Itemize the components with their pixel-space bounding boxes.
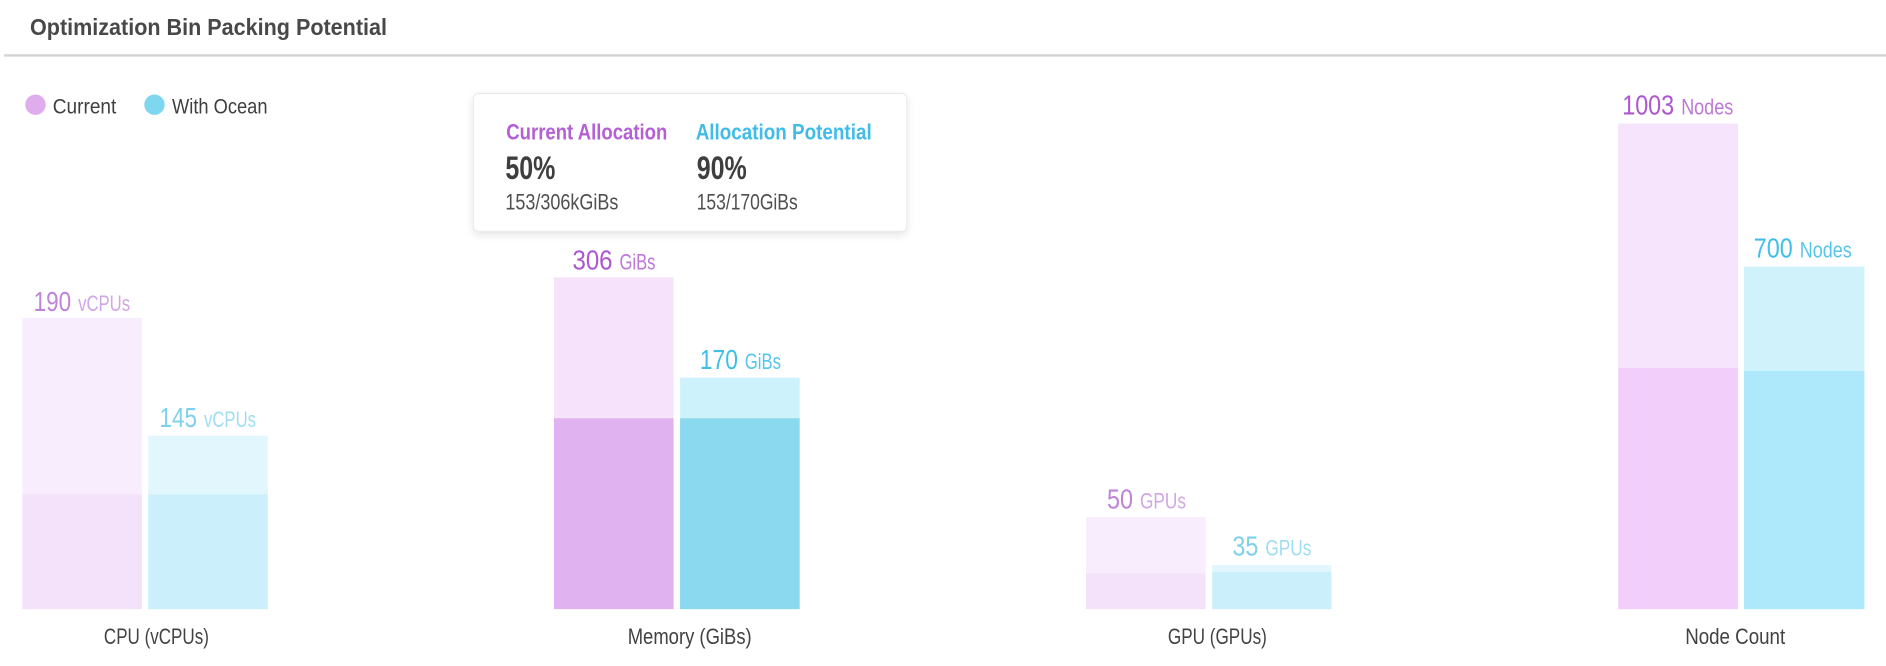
svg-text:50%: 50% <box>505 150 555 186</box>
svg-text:Nodes: Nodes <box>1681 95 1733 120</box>
svg-text:GPUs: GPUs <box>1265 536 1311 561</box>
svg-text:Current: Current <box>53 96 117 119</box>
svg-text:vCPUs: vCPUs <box>204 407 256 432</box>
svg-text:GPU (GPUs): GPU (GPUs) <box>1168 624 1267 649</box>
svg-text:153/170GiBs: 153/170GiBs <box>697 190 798 215</box>
svg-text:90%: 90% <box>697 150 747 186</box>
svg-text:306: 306 <box>573 245 613 276</box>
svg-text:Node Count: Node Count <box>1685 624 1785 649</box>
svg-text:CPU (vCPUs): CPU (vCPUs) <box>104 624 209 649</box>
svg-text:35: 35 <box>1232 531 1258 562</box>
svg-text:Nodes: Nodes <box>1800 238 1852 263</box>
svg-text:190: 190 <box>34 286 72 317</box>
svg-text:With Ocean: With Ocean <box>172 96 268 119</box>
svg-text:1003: 1003 <box>1622 90 1674 121</box>
svg-text:GPUs: GPUs <box>1140 489 1186 514</box>
svg-text:153/306kGiBs: 153/306kGiBs <box>505 190 618 215</box>
svg-text:GiBs: GiBs <box>745 349 781 374</box>
svg-text:Allocation Potential: Allocation Potential <box>696 119 872 144</box>
svg-text:700: 700 <box>1754 233 1793 264</box>
svg-text:GiBs: GiBs <box>620 250 656 275</box>
svg-text:vCPUs: vCPUs <box>78 291 130 316</box>
svg-text:Memory (GiBs): Memory (GiBs) <box>628 624 752 649</box>
svg-text:Optimization Bin Packing Poten: Optimization Bin Packing Potential <box>30 14 387 40</box>
svg-text:50: 50 <box>1107 484 1133 515</box>
svg-text:145: 145 <box>160 402 198 433</box>
svg-text:170: 170 <box>700 344 738 375</box>
svg-text:Current Allocation: Current Allocation <box>506 119 667 144</box>
